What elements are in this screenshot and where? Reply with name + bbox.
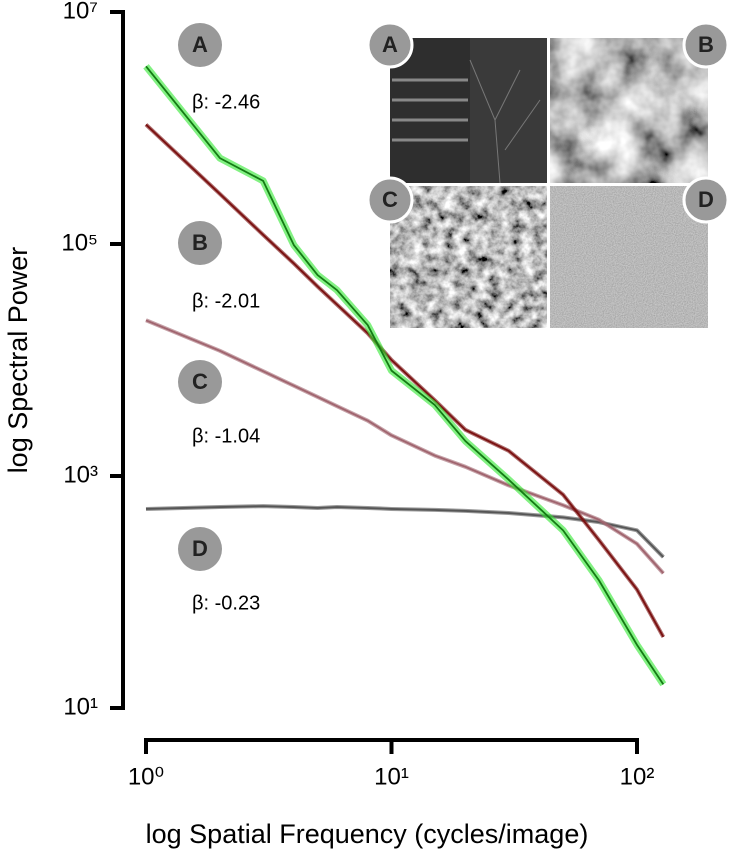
inset-badge xyxy=(682,21,730,69)
tree-branches xyxy=(469,59,541,184)
series-label: B xyxy=(192,230,208,255)
y-tick-label: 10⁵ xyxy=(61,229,98,256)
inset-label: B xyxy=(698,32,714,57)
series-line xyxy=(145,65,665,685)
x-axis-title: log Spatial Frequency (cycles/image) xyxy=(146,819,589,849)
x-tick-label: 10⁰ xyxy=(128,763,164,790)
series-line xyxy=(145,123,665,638)
inset-badge xyxy=(366,176,414,224)
beta-annotation: β: -2.46 xyxy=(192,91,260,113)
inset-badge xyxy=(682,176,730,224)
inset-badge xyxy=(366,21,414,69)
x-tick-label: 10¹ xyxy=(374,763,409,790)
y-tick-label: 10³ xyxy=(63,461,98,488)
beta-annotation: β: -0.23 xyxy=(192,592,260,614)
y-tick-label: 10¹ xyxy=(63,693,98,720)
beta-annotation: β: -2.01 xyxy=(192,290,260,312)
inset-label: A xyxy=(382,32,398,57)
label-badge xyxy=(178,23,222,67)
label-badge xyxy=(178,221,222,265)
series-line xyxy=(145,319,664,574)
label-badge xyxy=(178,527,222,571)
series-label: C xyxy=(192,369,208,394)
x-tick-label: 10² xyxy=(620,763,655,790)
building-windows xyxy=(392,78,468,142)
beta-annotation: β: -1.04 xyxy=(192,425,260,447)
y-tick-label: 10⁷ xyxy=(63,0,98,24)
inset-label: D xyxy=(698,187,714,212)
inset-label: C xyxy=(382,187,398,212)
image-b xyxy=(550,38,708,183)
series-label: D xyxy=(192,536,208,561)
series-line xyxy=(145,505,664,558)
image-d xyxy=(550,186,708,328)
series-label: A xyxy=(192,32,208,57)
inset-images xyxy=(390,38,708,328)
label-badge xyxy=(178,360,222,404)
image-c xyxy=(390,186,547,328)
y-axis-title: log Spectral Power xyxy=(3,247,33,474)
